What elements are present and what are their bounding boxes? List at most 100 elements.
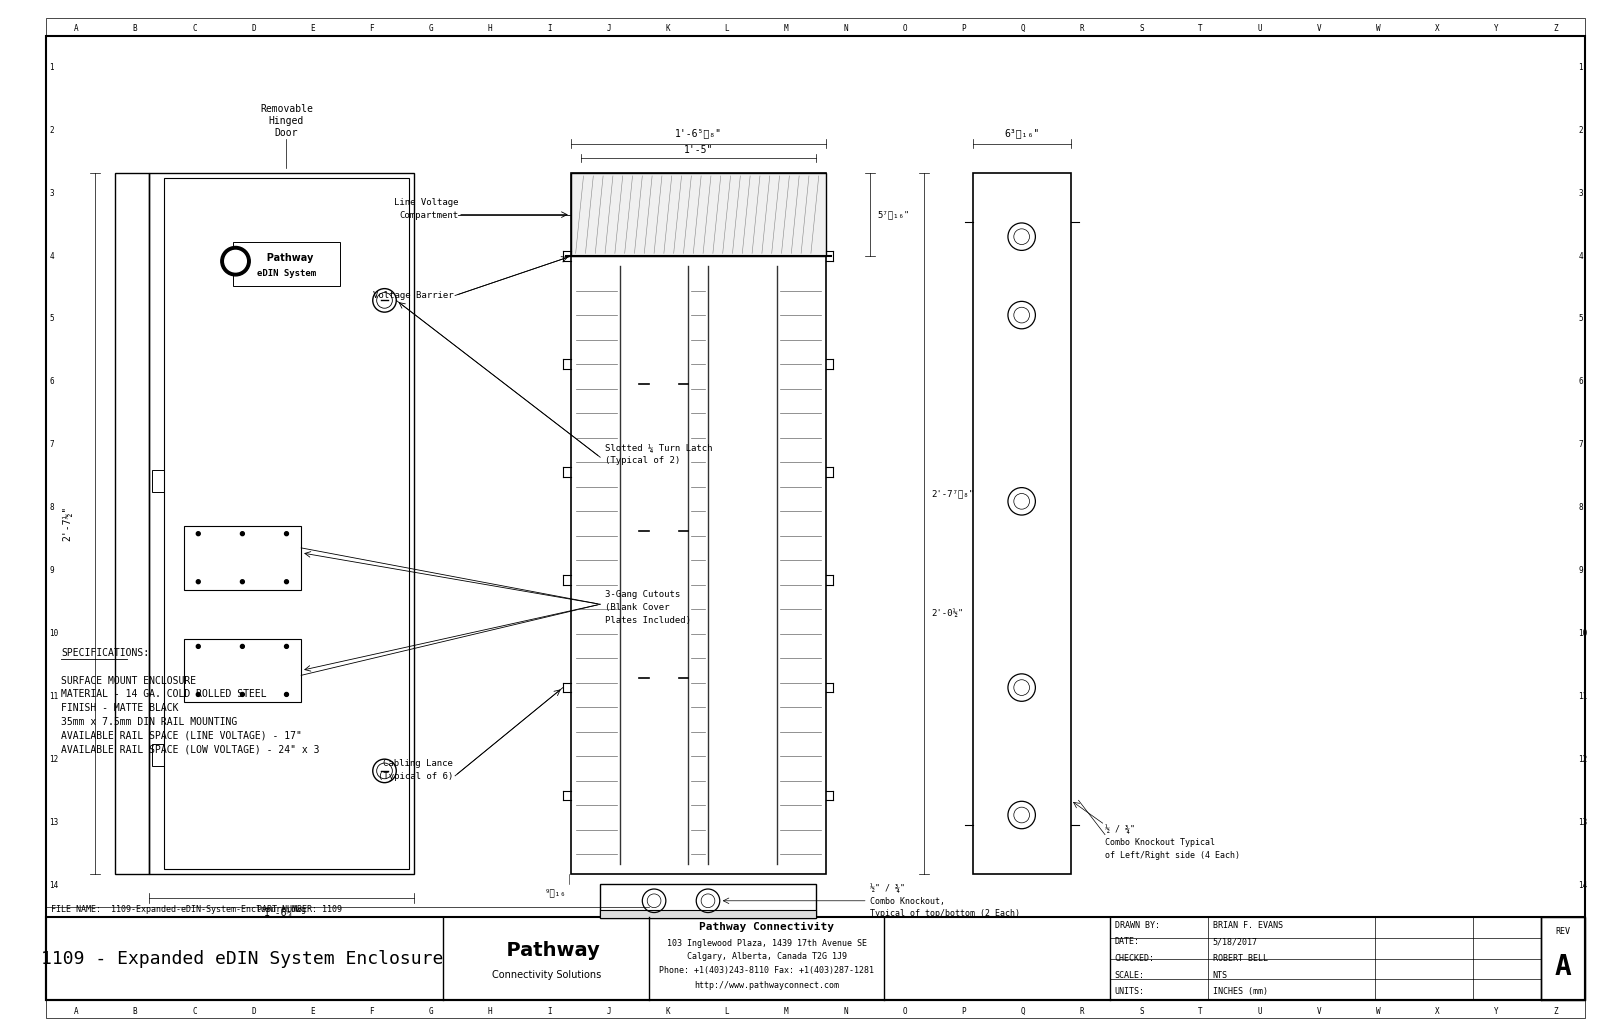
Text: 3: 3 xyxy=(1579,189,1582,198)
Text: 1: 1 xyxy=(50,63,54,71)
Text: AVAILABLE RAIL SPACE (LOW VOLTAGE) - 24" x 3: AVAILABLE RAIL SPACE (LOW VOLTAGE) - 24"… xyxy=(61,744,320,754)
Text: 13: 13 xyxy=(50,818,59,827)
Text: X: X xyxy=(1435,24,1440,33)
Bar xyxy=(600,884,816,918)
Text: Compartment: Compartment xyxy=(398,210,458,220)
Text: N: N xyxy=(843,1007,848,1016)
Text: Door: Door xyxy=(275,127,298,138)
Text: DRAWN BY:: DRAWN BY: xyxy=(1115,921,1160,929)
Text: A: A xyxy=(74,24,78,33)
Text: INCHES (mm): INCHES (mm) xyxy=(1213,987,1267,997)
Text: 8: 8 xyxy=(50,503,54,513)
Text: W: W xyxy=(1376,24,1381,33)
Text: U: U xyxy=(1258,1007,1262,1016)
Text: FINISH - MATTE BLACK: FINISH - MATTE BLACK xyxy=(61,703,179,713)
Bar xyxy=(184,526,301,589)
Circle shape xyxy=(285,644,288,649)
Text: W: W xyxy=(1376,1007,1381,1016)
Text: 2'-7⁷⁄₈": 2'-7⁷⁄₈" xyxy=(931,489,974,498)
Text: Cabling Lance: Cabling Lance xyxy=(384,759,453,768)
Bar xyxy=(232,241,341,286)
Text: L: L xyxy=(725,1007,730,1016)
Text: 10: 10 xyxy=(1579,629,1587,638)
Text: PART NUMBER: 1109: PART NUMBER: 1109 xyxy=(258,905,342,914)
Text: 35mm x 7.5mm DIN RAIL MOUNTING: 35mm x 7.5mm DIN RAIL MOUNTING xyxy=(61,717,237,727)
Text: C: C xyxy=(192,24,197,33)
Text: H: H xyxy=(488,24,493,33)
Text: P: P xyxy=(962,1007,966,1016)
Circle shape xyxy=(240,531,245,536)
Bar xyxy=(184,638,301,702)
Text: L: L xyxy=(725,24,730,33)
Text: 1: 1 xyxy=(1579,63,1582,71)
Text: 11: 11 xyxy=(50,692,59,701)
Text: Pathway: Pathway xyxy=(493,941,600,959)
Text: DATE:: DATE: xyxy=(1115,938,1139,947)
Circle shape xyxy=(285,692,288,696)
Text: Removable: Removable xyxy=(261,105,314,114)
Text: 14: 14 xyxy=(1579,881,1587,890)
Text: 13: 13 xyxy=(1579,818,1587,827)
Text: http://www.pathwayconnect.com: http://www.pathwayconnect.com xyxy=(694,981,840,989)
Text: eDIN System: eDIN System xyxy=(258,269,317,279)
Text: E: E xyxy=(310,1007,315,1016)
Text: S: S xyxy=(1139,1007,1144,1016)
Bar xyxy=(600,910,816,918)
Text: Combo Knockout,: Combo Knockout, xyxy=(870,897,944,905)
Text: D: D xyxy=(251,1007,256,1016)
Circle shape xyxy=(197,580,200,583)
Text: 1109 - Expanded eDIN System Enclosure: 1109 - Expanded eDIN System Enclosure xyxy=(42,950,443,968)
Text: SPECIFICATIONS:: SPECIFICATIONS: xyxy=(61,649,149,658)
Text: of Left/Right side (4 Each): of Left/Right side (4 Each) xyxy=(1106,852,1240,860)
Bar xyxy=(152,745,163,766)
Text: R: R xyxy=(1080,1007,1085,1016)
Bar xyxy=(152,470,163,491)
Text: 6: 6 xyxy=(1579,377,1582,386)
Text: NTS: NTS xyxy=(1213,971,1227,980)
Text: 2'-7½": 2'-7½" xyxy=(62,506,74,541)
Text: SURFACE MOUNT ENCLOSURE: SURFACE MOUNT ENCLOSURE xyxy=(61,675,197,686)
Bar xyxy=(115,173,149,873)
Circle shape xyxy=(285,580,288,583)
Text: 1'-5": 1'-5" xyxy=(683,145,714,155)
Text: Voltage Barrier: Voltage Barrier xyxy=(373,291,453,300)
Text: O: O xyxy=(902,24,907,33)
Text: BRIAN F. EVANS: BRIAN F. EVANS xyxy=(1213,921,1283,929)
Bar xyxy=(149,173,414,873)
Text: 9: 9 xyxy=(1579,567,1582,575)
Text: V: V xyxy=(1317,1007,1322,1016)
Bar xyxy=(571,173,826,256)
Text: M: M xyxy=(784,24,789,33)
Text: ⁹⁄₁₆: ⁹⁄₁₆ xyxy=(544,889,566,897)
Text: 1'-6⁵⁄₈": 1'-6⁵⁄₈" xyxy=(675,128,722,139)
Text: 5⁷⁄₁₆": 5⁷⁄₁₆" xyxy=(877,210,910,220)
Text: 6³⁄₁₆": 6³⁄₁₆" xyxy=(1005,128,1040,139)
Text: Connectivity Solutions: Connectivity Solutions xyxy=(491,971,602,980)
Text: Z: Z xyxy=(1554,24,1558,33)
Bar xyxy=(163,178,410,869)
Text: Phone: +1(403)243-8110 Fax: +1(403)287-1281: Phone: +1(403)243-8110 Fax: +1(403)287-1… xyxy=(659,966,874,975)
Text: C: C xyxy=(192,1007,197,1016)
Text: T: T xyxy=(1198,1007,1203,1016)
Text: 11: 11 xyxy=(1579,692,1587,701)
Circle shape xyxy=(221,247,250,276)
Text: Slotted ¼ Turn Latch: Slotted ¼ Turn Latch xyxy=(605,443,712,453)
Text: Z: Z xyxy=(1554,1007,1558,1016)
Text: 5: 5 xyxy=(50,315,54,323)
Circle shape xyxy=(224,251,246,272)
Text: 14: 14 xyxy=(50,881,59,890)
Text: CHECKED:: CHECKED: xyxy=(1115,954,1155,963)
Bar xyxy=(46,1001,1586,1018)
Text: 3-Gang Cutouts: 3-Gang Cutouts xyxy=(605,591,680,600)
Circle shape xyxy=(197,644,200,649)
Text: Pathway Connectivity: Pathway Connectivity xyxy=(699,922,834,932)
Text: Hinged: Hinged xyxy=(269,116,304,126)
Text: K: K xyxy=(666,1007,670,1016)
Text: B: B xyxy=(133,1007,138,1016)
Text: N: N xyxy=(843,24,848,33)
Bar xyxy=(973,173,1070,873)
Text: Y: Y xyxy=(1494,24,1499,33)
Text: 103 Inglewood Plaza, 1439 17th Avenue SE: 103 Inglewood Plaza, 1439 17th Avenue SE xyxy=(667,939,867,948)
Text: F: F xyxy=(370,1007,374,1016)
Text: 12: 12 xyxy=(50,755,59,765)
